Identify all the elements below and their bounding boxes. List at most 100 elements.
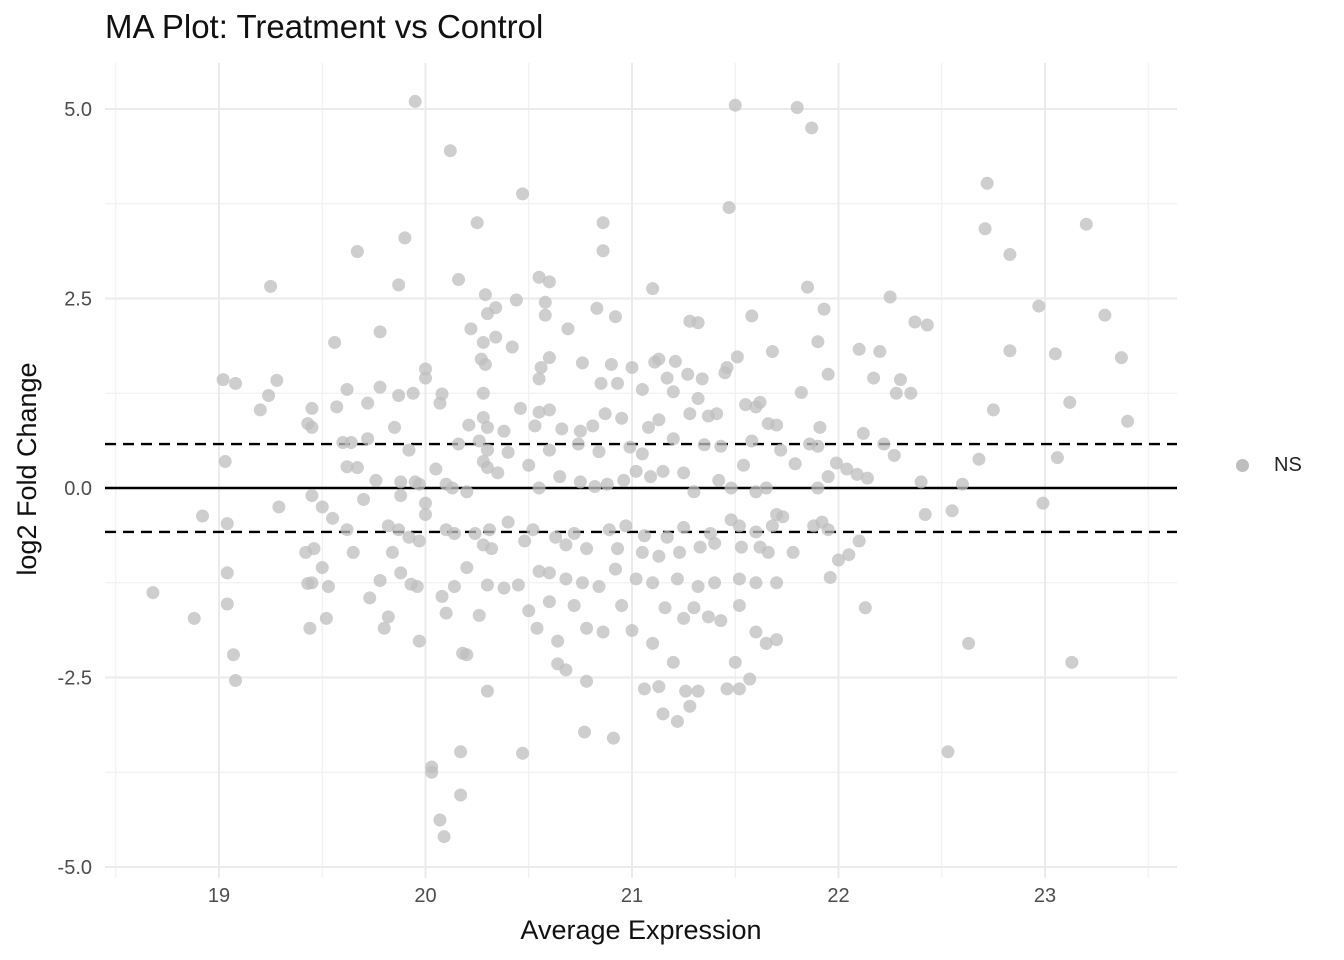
- y-tick-label: -2.5: [58, 668, 92, 690]
- data-point: [350, 245, 364, 259]
- data-point: [972, 452, 986, 466]
- data-point: [542, 275, 556, 289]
- data-point: [1036, 496, 1050, 510]
- data-point: [472, 608, 486, 622]
- data-point: [625, 360, 639, 374]
- data-point: [480, 461, 494, 475]
- data-point: [821, 367, 835, 381]
- data-point: [606, 731, 620, 745]
- data-point: [687, 601, 701, 615]
- data-point: [629, 572, 643, 586]
- data-point: [350, 461, 364, 475]
- data-point: [615, 411, 629, 425]
- x-tick-label: 19: [208, 885, 230, 907]
- data-point: [887, 448, 901, 462]
- data-point: [811, 481, 825, 495]
- data-point: [575, 356, 589, 370]
- data-point: [580, 542, 594, 556]
- data-point: [433, 813, 447, 827]
- data-point: [697, 438, 711, 452]
- data-point: [646, 636, 660, 650]
- data-point: [392, 278, 406, 292]
- data-point: [437, 830, 451, 844]
- data-point: [596, 625, 610, 639]
- data-point: [770, 633, 784, 647]
- data-point: [373, 325, 387, 339]
- data-point: [749, 400, 763, 414]
- data-point: [439, 606, 453, 620]
- data-point: [476, 411, 490, 425]
- data-point: [402, 443, 416, 457]
- data-point: [703, 526, 717, 540]
- data-point: [586, 419, 600, 433]
- data-point: [462, 418, 476, 432]
- data-point: [518, 534, 532, 548]
- data-point: [220, 517, 234, 531]
- data-point: [542, 595, 556, 609]
- data-point: [658, 601, 672, 615]
- data-point: [858, 601, 872, 615]
- data-point: [604, 357, 618, 371]
- data-point: [708, 536, 722, 550]
- data-point: [394, 475, 408, 489]
- data-point: [852, 534, 866, 548]
- data-point: [226, 648, 240, 662]
- data-point: [532, 481, 546, 495]
- data-point: [646, 282, 660, 296]
- data-point: [452, 273, 466, 287]
- data-point: [666, 432, 680, 446]
- data-point: [571, 437, 585, 451]
- data-point: [617, 473, 631, 487]
- data-point: [720, 682, 734, 696]
- y-axis-ticks: -5.0 -2.5 0.0 2.5 5.0: [58, 99, 92, 879]
- data-point: [381, 610, 395, 624]
- data-point: [749, 525, 763, 539]
- data-point: [476, 335, 490, 349]
- data-point: [811, 335, 825, 349]
- data-points: [146, 94, 1135, 844]
- data-point: [920, 318, 934, 332]
- data-point: [776, 510, 790, 524]
- data-point: [480, 684, 494, 698]
- data-point: [691, 580, 705, 594]
- data-point: [187, 611, 201, 625]
- data-point: [373, 380, 387, 394]
- data-point: [619, 519, 633, 533]
- data-point: [402, 530, 416, 544]
- data-point: [761, 545, 775, 559]
- data-point: [270, 373, 284, 387]
- data-point: [652, 680, 666, 694]
- data-point: [765, 345, 779, 359]
- data-point: [580, 621, 594, 635]
- data-point: [594, 376, 608, 390]
- data-point: [497, 581, 511, 595]
- data-point: [272, 500, 286, 514]
- data-point: [216, 373, 230, 387]
- data-point: [856, 426, 870, 440]
- data-point: [588, 479, 602, 493]
- data-point: [788, 457, 802, 471]
- data-point: [1003, 248, 1017, 262]
- data-point: [373, 573, 387, 587]
- data-point: [980, 176, 994, 190]
- data-point: [670, 572, 684, 586]
- data-point: [505, 340, 519, 354]
- data-point: [732, 598, 746, 612]
- data-point: [419, 496, 432, 510]
- data-point: [817, 302, 831, 316]
- data-point: [1065, 655, 1079, 669]
- data-point: [765, 519, 779, 533]
- data-point: [392, 389, 406, 403]
- data-point: [307, 542, 321, 556]
- data-point: [410, 580, 424, 594]
- data-point: [305, 489, 319, 503]
- data-point: [986, 403, 1000, 417]
- data-point: [745, 434, 759, 448]
- data-point: [790, 100, 804, 114]
- data-point: [532, 372, 546, 386]
- data-point: [476, 386, 490, 400]
- data-point: [419, 508, 432, 522]
- data-point: [538, 308, 552, 322]
- data-point: [534, 360, 548, 374]
- data-point: [592, 445, 606, 459]
